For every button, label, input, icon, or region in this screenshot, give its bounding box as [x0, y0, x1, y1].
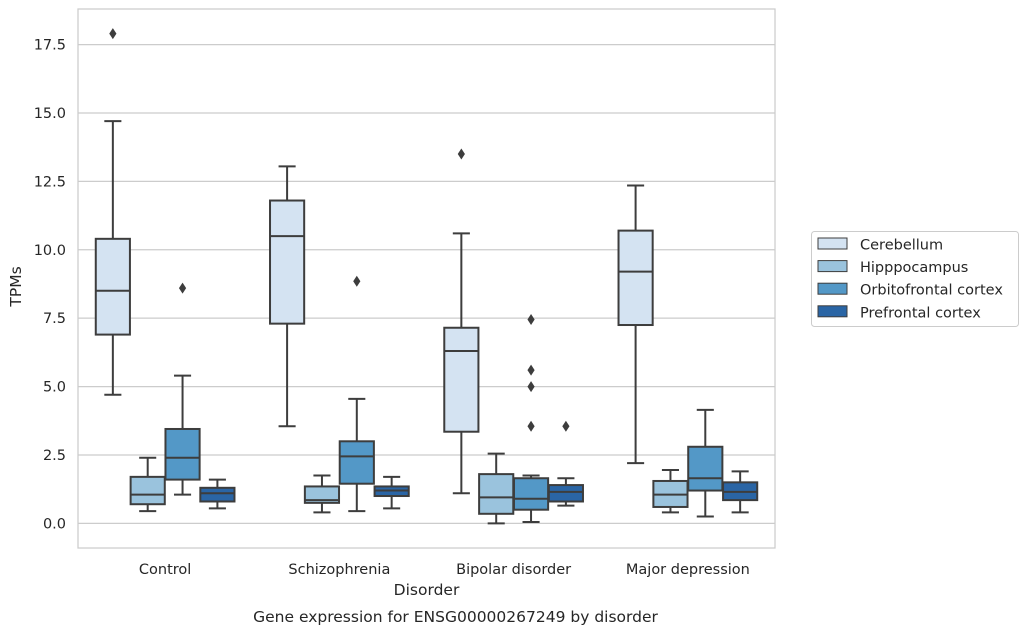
y-tick-label: 0.0 — [43, 516, 66, 532]
box-prefrontal-cortex — [199, 478, 236, 510]
outlier-point — [527, 364, 535, 376]
outlier-point — [527, 381, 535, 393]
legend-swatch — [817, 282, 848, 295]
legend: Cerebellum Hipppocampus Orbitofrontal cort… — [811, 231, 1019, 327]
plot-frame — [77, 8, 776, 549]
y-axis: 0.0 2.5 5.0 7.5 10.0 12.5 15.0 17.5 — [34, 38, 66, 533]
box-hipppocampus — [652, 469, 689, 514]
iqr-box — [687, 445, 724, 492]
x-tick-label: Schizophrenia — [288, 562, 390, 578]
iqr-box — [164, 427, 201, 481]
y-tick-label: 7.5 — [43, 311, 66, 327]
iqr-box — [338, 440, 375, 485]
chart-title: Gene expression for ENSG00000267249 by d… — [253, 608, 658, 626]
box-prefrontal-cortex — [722, 470, 759, 514]
box-orbitofrontal-cortex — [164, 282, 201, 496]
legend-label: Orbitofrontal cortex — [860, 283, 1003, 299]
y-axis-label: TPMs — [7, 266, 25, 307]
outlier-point — [562, 420, 570, 432]
y-tick-label: 2.5 — [43, 448, 66, 464]
x-tick-label: Major depression — [626, 562, 750, 578]
iqr-box — [443, 326, 480, 433]
legend-swatch — [817, 237, 848, 250]
box-cerebellum — [269, 165, 306, 428]
box-hipppocampus — [129, 456, 166, 513]
outlier-point — [353, 275, 361, 287]
box-cerebellum — [443, 148, 480, 495]
y-tick-label: 12.5 — [34, 174, 66, 190]
outlier-point — [527, 420, 535, 432]
box-cerebellum — [94, 28, 131, 396]
iqr-box — [269, 199, 306, 325]
legend-swatch — [817, 260, 848, 273]
box-orbitofrontal-cortex — [512, 314, 550, 524]
y-tick-label: 17.5 — [34, 38, 66, 54]
x-tick-label: Bipolar disorder — [456, 562, 571, 578]
iqr-box — [303, 485, 341, 504]
box-prefrontal-cortex — [547, 420, 584, 507]
legend-label: Hipppocampus — [860, 260, 968, 276]
outlier-point — [527, 314, 535, 326]
iqr-box — [547, 484, 584, 503]
legend-label: Cerebellum — [860, 238, 943, 254]
outlier-point — [109, 28, 117, 40]
legend-swatch — [817, 305, 848, 318]
legend-label: Prefrontal cortex — [860, 305, 981, 321]
y-tick-label: 5.0 — [43, 380, 66, 396]
plot-area — [94, 28, 759, 525]
box-orbitofrontal-cortex — [338, 275, 375, 513]
x-axis-label: Disorder — [394, 581, 460, 599]
box-hipppocampus — [478, 452, 515, 525]
outlier-point — [457, 148, 465, 160]
iqr-box — [478, 473, 515, 515]
x-tick-label: Control — [139, 562, 191, 578]
iqr-box — [512, 477, 550, 511]
y-tick-label: 10.0 — [34, 243, 66, 259]
outlier-point — [178, 282, 187, 294]
iqr-box — [199, 486, 236, 503]
iqr-box — [129, 475, 166, 506]
box-cerebellum — [617, 184, 654, 465]
y-tick-label: 15.0 — [34, 106, 66, 122]
iqr-box — [94, 237, 131, 336]
box-hipppocampus — [303, 474, 341, 514]
iqr-box — [617, 229, 654, 327]
box-orbitofrontal-cortex — [687, 408, 724, 518]
box-prefrontal-cortex — [373, 475, 410, 510]
x-axis: Control Schizophrenia Bipolar disorder Majo… — [139, 562, 750, 578]
legend-frame — [811, 231, 1019, 327]
